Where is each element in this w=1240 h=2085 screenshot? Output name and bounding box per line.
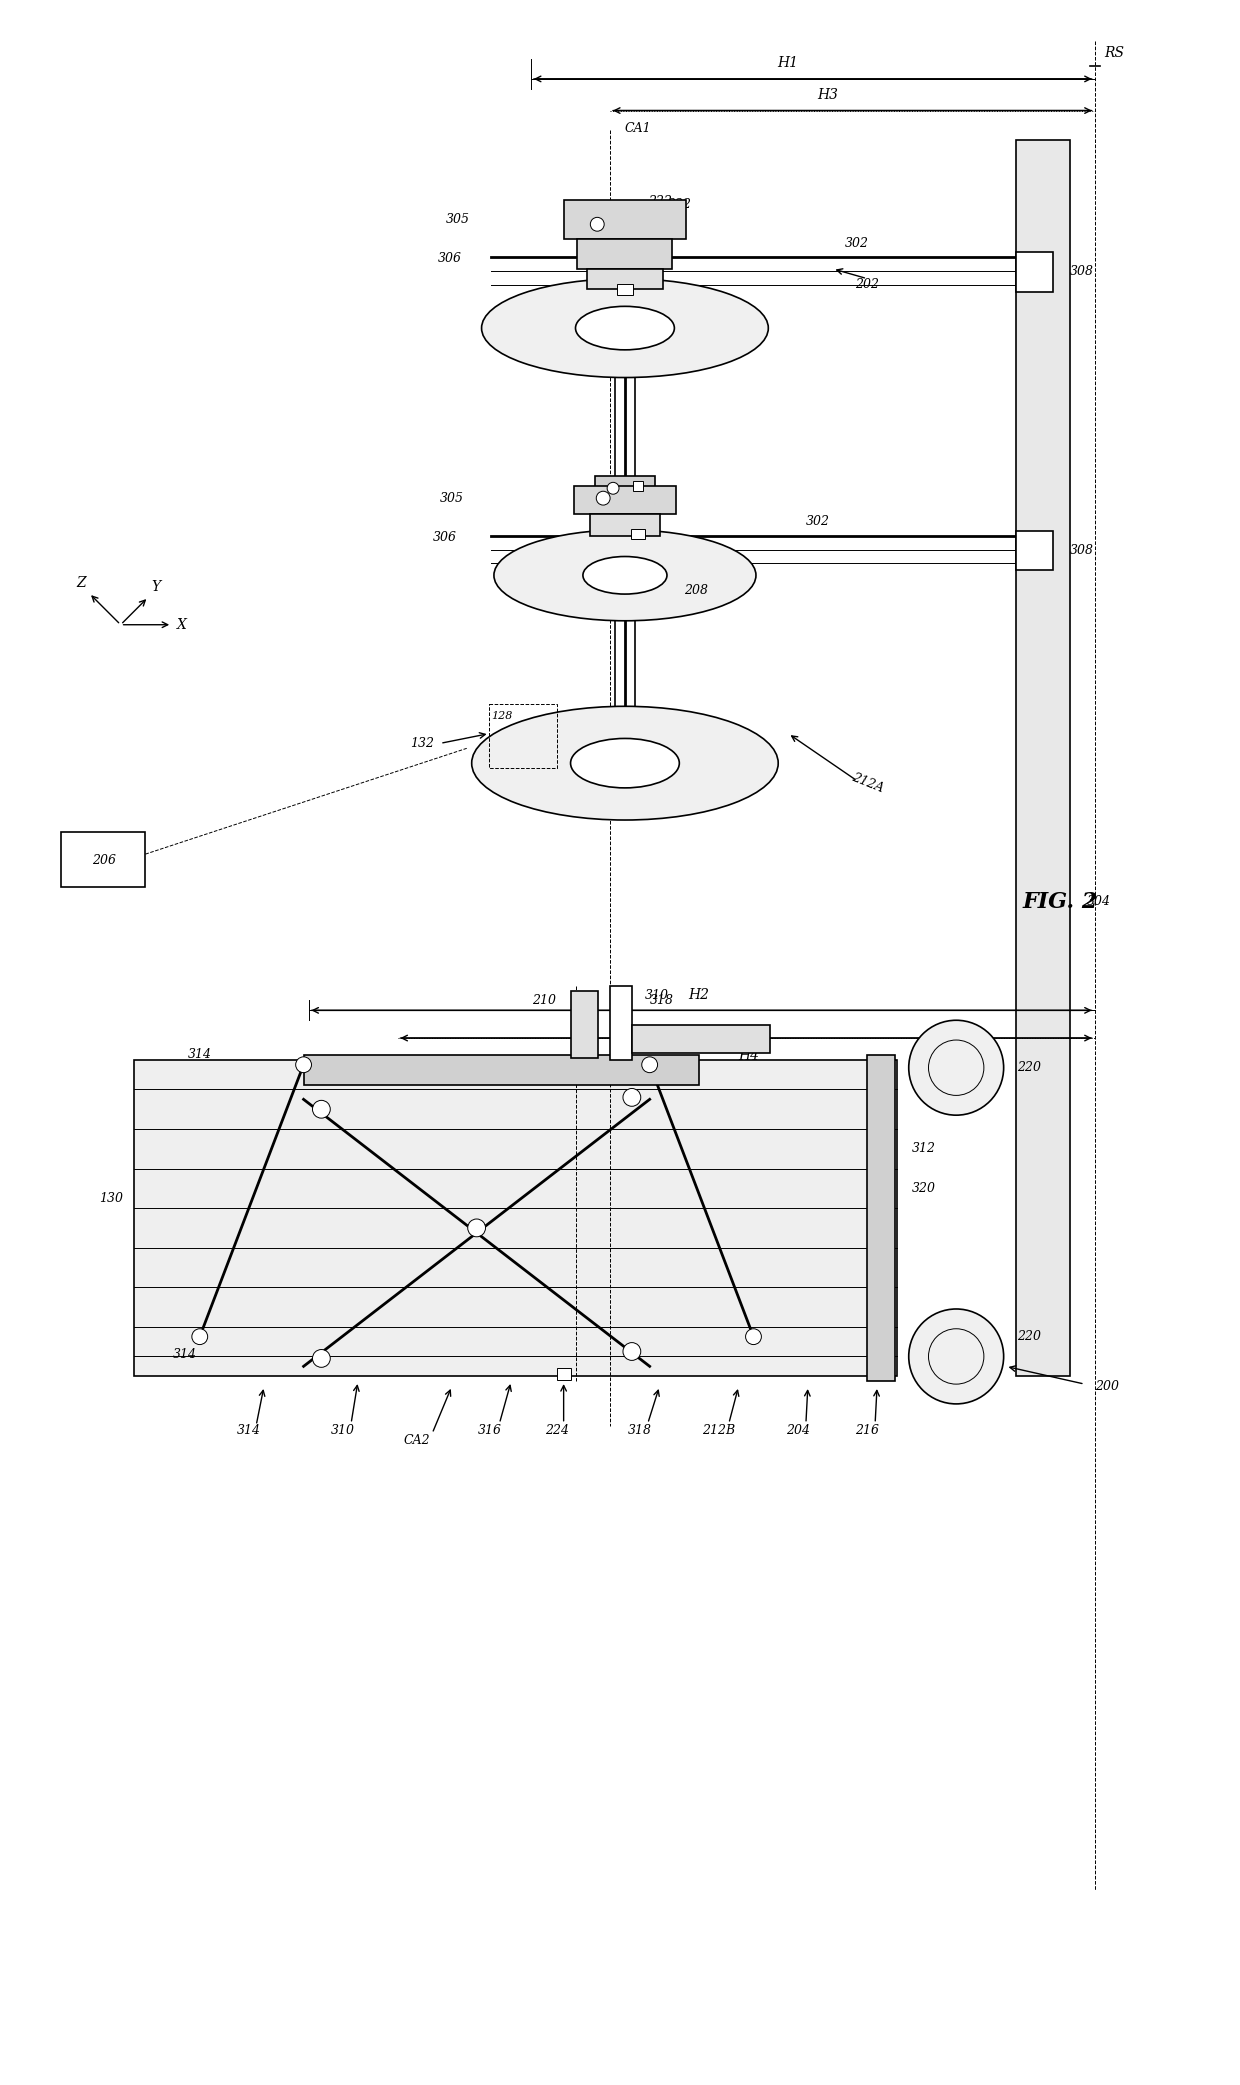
Text: 314: 314 bbox=[187, 1049, 212, 1061]
Text: 304: 304 bbox=[1086, 894, 1111, 909]
Bar bbox=[631, 530, 645, 538]
Bar bbox=[1016, 532, 1053, 571]
Text: 302: 302 bbox=[806, 515, 830, 528]
Text: 206: 206 bbox=[92, 853, 115, 867]
Bar bbox=[490, 705, 557, 767]
Text: 128: 128 bbox=[491, 711, 513, 721]
Ellipse shape bbox=[575, 306, 675, 350]
Text: 224: 224 bbox=[544, 1424, 569, 1437]
Text: 305: 305 bbox=[445, 213, 470, 225]
Text: 310: 310 bbox=[645, 988, 668, 1003]
Circle shape bbox=[608, 482, 619, 494]
Bar bbox=[595, 475, 655, 511]
Circle shape bbox=[622, 1088, 641, 1107]
Bar bbox=[574, 486, 676, 515]
Text: 210: 210 bbox=[532, 995, 556, 1007]
Text: 306: 306 bbox=[438, 252, 461, 265]
Text: H3: H3 bbox=[817, 88, 838, 102]
Bar bbox=[1016, 140, 1070, 1376]
Circle shape bbox=[909, 1309, 1003, 1403]
Text: 208: 208 bbox=[684, 584, 708, 596]
Text: 222: 222 bbox=[667, 198, 692, 211]
Text: FIG. 2: FIG. 2 bbox=[1022, 890, 1097, 913]
Bar bbox=[610, 986, 632, 1059]
Text: 212B: 212B bbox=[702, 1424, 735, 1437]
Text: H4: H4 bbox=[738, 1049, 759, 1063]
Text: H1: H1 bbox=[777, 56, 799, 71]
Bar bbox=[61, 832, 145, 886]
Text: 318: 318 bbox=[650, 995, 673, 1007]
Circle shape bbox=[596, 492, 610, 505]
Bar bbox=[564, 200, 686, 240]
Text: 308: 308 bbox=[1070, 265, 1094, 277]
Ellipse shape bbox=[583, 557, 667, 594]
Bar bbox=[590, 515, 660, 536]
Ellipse shape bbox=[481, 279, 769, 377]
Circle shape bbox=[295, 1057, 311, 1072]
Text: 314: 314 bbox=[174, 1349, 197, 1362]
Text: 212A: 212A bbox=[849, 771, 885, 794]
Text: 310: 310 bbox=[331, 1424, 355, 1437]
Text: 130: 130 bbox=[99, 1193, 124, 1205]
Text: RS: RS bbox=[1105, 46, 1125, 60]
Circle shape bbox=[192, 1328, 207, 1345]
Text: 216: 216 bbox=[856, 1424, 879, 1437]
Text: 204: 204 bbox=[786, 1424, 810, 1437]
Text: 202: 202 bbox=[856, 277, 879, 292]
Text: 320: 320 bbox=[911, 1182, 936, 1195]
Text: 308: 308 bbox=[1070, 544, 1094, 557]
Text: H2: H2 bbox=[688, 988, 709, 1001]
Bar bbox=[632, 482, 642, 492]
Circle shape bbox=[467, 1220, 486, 1236]
Bar bbox=[557, 1368, 570, 1380]
Bar bbox=[134, 1059, 897, 1376]
Circle shape bbox=[745, 1328, 761, 1345]
Text: 316: 316 bbox=[477, 1424, 501, 1437]
Ellipse shape bbox=[570, 738, 680, 788]
Bar bbox=[304, 1055, 699, 1084]
Circle shape bbox=[312, 1349, 330, 1368]
Circle shape bbox=[909, 1020, 1003, 1115]
Bar bbox=[618, 284, 632, 296]
Circle shape bbox=[312, 1101, 330, 1118]
Text: 306: 306 bbox=[433, 532, 456, 544]
Text: X: X bbox=[177, 617, 187, 632]
Text: 302: 302 bbox=[846, 236, 869, 250]
Text: Z: Z bbox=[77, 575, 86, 590]
Text: CA1: CA1 bbox=[625, 121, 651, 136]
Text: Y: Y bbox=[151, 580, 161, 594]
Text: 222: 222 bbox=[647, 196, 672, 209]
Text: 220: 220 bbox=[1018, 1330, 1042, 1343]
Ellipse shape bbox=[494, 530, 756, 621]
Bar bbox=[1016, 252, 1053, 292]
Circle shape bbox=[642, 1057, 657, 1072]
Text: 200: 200 bbox=[1095, 1380, 1118, 1393]
Bar bbox=[632, 1026, 770, 1053]
Circle shape bbox=[622, 1343, 641, 1359]
Ellipse shape bbox=[471, 707, 779, 819]
Bar bbox=[588, 269, 662, 288]
Bar bbox=[570, 990, 598, 1057]
Text: 318: 318 bbox=[627, 1424, 652, 1437]
Bar bbox=[578, 240, 672, 269]
Text: 132: 132 bbox=[410, 736, 434, 751]
Bar bbox=[867, 1055, 895, 1380]
Text: 305: 305 bbox=[440, 492, 464, 505]
Circle shape bbox=[590, 217, 604, 231]
Text: 314: 314 bbox=[237, 1424, 262, 1437]
Text: 220: 220 bbox=[1018, 1061, 1042, 1074]
Text: CA2: CA2 bbox=[404, 1434, 430, 1447]
Text: 312: 312 bbox=[911, 1143, 936, 1155]
